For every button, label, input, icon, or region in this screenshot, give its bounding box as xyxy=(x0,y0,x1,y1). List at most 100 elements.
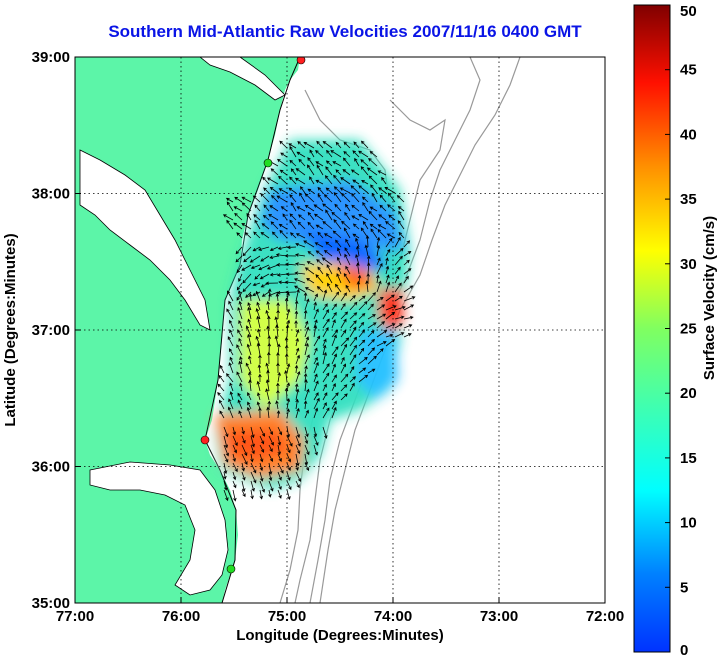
velocity-arrow xyxy=(394,282,402,293)
velocity-arrow xyxy=(331,363,337,374)
velocity-arrow xyxy=(276,309,280,320)
velocity-arrow xyxy=(266,177,279,185)
velocity-arrow xyxy=(269,255,279,260)
velocity-arrow xyxy=(385,305,397,311)
velocity-arrow xyxy=(253,214,261,221)
velocity-arrow xyxy=(332,161,342,167)
velocity-arrow xyxy=(270,194,279,203)
velocity-arrows xyxy=(217,140,416,502)
velocity-arrow xyxy=(229,382,234,392)
velocity-arrow xyxy=(324,175,333,185)
velocity-arrow xyxy=(376,244,381,257)
velocity-arrow xyxy=(331,353,338,365)
velocity-arrow xyxy=(290,168,297,176)
colorbar-tick-label: 20 xyxy=(680,385,697,402)
velocity-arrow xyxy=(331,400,337,410)
velocity-arrow xyxy=(289,213,297,221)
grid-lines xyxy=(75,57,605,603)
velocity-arrow xyxy=(351,192,360,203)
velocity-arrow xyxy=(366,255,371,266)
velocity-arrow xyxy=(307,221,315,230)
velocity-arrow xyxy=(295,480,300,489)
velocity-arrow xyxy=(306,278,315,284)
station-marker-red xyxy=(296,57,306,65)
velocity-arrow xyxy=(344,253,351,266)
velocity-arrow xyxy=(252,195,261,203)
velocity-arrow xyxy=(265,379,270,392)
velocity-arrow xyxy=(274,335,279,347)
velocity-arrow xyxy=(294,300,299,311)
velocity-arrow xyxy=(339,187,351,194)
velocity-arrow xyxy=(233,222,243,230)
velocity-arrow xyxy=(285,262,297,267)
velocity-arrow xyxy=(250,480,255,492)
colorbar xyxy=(633,4,671,653)
velocity-arrow xyxy=(369,206,378,212)
velocity-arrow xyxy=(275,400,279,410)
chesapeake-bay xyxy=(79,149,211,331)
velocity-arrow xyxy=(341,220,351,230)
velocity-arrow xyxy=(276,362,280,374)
velocity-arrow xyxy=(232,471,237,481)
velocity-arrow xyxy=(267,400,272,410)
velocity-arrow xyxy=(303,373,308,383)
velocity-arrow xyxy=(268,471,273,482)
velocity-arrow xyxy=(266,264,279,270)
velocity-arrow xyxy=(268,435,274,446)
velocity-arrow xyxy=(265,281,279,286)
velocity-arrow xyxy=(267,288,272,302)
velocity-arrow xyxy=(340,384,348,392)
velocity-arrow xyxy=(294,285,306,293)
velocity-arrow xyxy=(365,235,370,248)
velocity-arrow xyxy=(397,206,405,212)
velocity-arrow xyxy=(276,410,281,419)
velocity-arrow xyxy=(322,303,328,311)
velocity-arrow xyxy=(394,266,401,275)
velocity-arrow xyxy=(340,363,347,374)
velocity-arrow xyxy=(385,281,391,293)
velocity-arrow xyxy=(314,242,324,248)
velocity-arrow xyxy=(331,319,336,329)
velocity-arrow xyxy=(235,246,243,255)
velocity-arrow xyxy=(266,406,270,419)
velocity-arrow xyxy=(340,318,347,329)
velocity-arrow xyxy=(299,192,306,203)
velocity-arrow xyxy=(223,426,229,438)
velocity-arrow xyxy=(263,204,270,212)
velocity-arrow xyxy=(295,354,301,365)
velocity-arrow xyxy=(260,255,270,262)
velocity-arrow xyxy=(284,387,289,401)
velocity-arrow xyxy=(358,313,366,320)
velocity-arrow xyxy=(313,392,319,401)
velocity-arrow xyxy=(304,336,310,347)
velocity-arrow xyxy=(313,361,319,374)
velocity-arrow xyxy=(286,308,291,320)
velocity-arrow xyxy=(294,310,299,320)
velocity-arrow xyxy=(356,262,360,275)
velocity-arrow xyxy=(228,362,234,374)
velocity-arrow xyxy=(369,150,378,158)
velocity-arrow xyxy=(358,213,369,221)
velocity-arrow xyxy=(253,231,261,239)
velocity-arrow xyxy=(352,223,360,230)
station-marker-red xyxy=(200,435,210,445)
velocity-arrow xyxy=(304,409,309,419)
velocity-arrow xyxy=(286,480,292,491)
velocity-arrow xyxy=(256,380,261,392)
velocity-arrow xyxy=(340,177,351,185)
velocity-arrow xyxy=(289,194,297,203)
y-tick-label: 37:00 xyxy=(32,322,70,339)
velocity-arrow xyxy=(266,369,270,383)
velocity-arrow xyxy=(378,187,387,194)
velocity-arrow xyxy=(322,140,333,149)
velocity-arrow xyxy=(257,364,262,374)
velocity-arrow xyxy=(331,374,337,383)
velocity-arrow xyxy=(239,356,243,365)
velocity-arrow xyxy=(394,247,404,257)
velocity-arrow xyxy=(226,201,234,212)
velocity-arrow xyxy=(352,179,360,185)
colorbar-tick-label: 30 xyxy=(680,256,697,273)
velocity-arrow xyxy=(303,240,315,248)
